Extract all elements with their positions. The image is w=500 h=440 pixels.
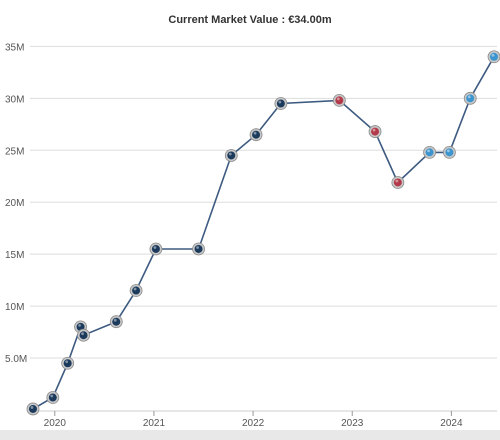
data-point[interactable]: [487, 50, 500, 64]
x-tick-label: 2023: [341, 418, 364, 429]
data-point[interactable]: [332, 94, 346, 107]
y-tick-label: 25M: [5, 146, 24, 157]
data-point[interactable]: [77, 328, 90, 342]
y-tick-label: 20M: [5, 198, 24, 209]
y-tick-label: 30M: [5, 94, 24, 105]
data-point[interactable]: [249, 128, 263, 142]
x-tick-label: 2020: [44, 418, 67, 429]
y-tick-label: 10M: [5, 302, 24, 313]
data-point[interactable]: [61, 356, 75, 370]
y-tick-label: 15M: [5, 250, 24, 261]
data-point[interactable]: [26, 402, 40, 416]
chart-title: Current Market Value : €34.00m: [168, 14, 332, 26]
data-point[interactable]: [443, 145, 456, 159]
x-tick-label: 2024: [440, 418, 463, 429]
series-line: [32, 56, 495, 410]
data-point[interactable]: [46, 391, 60, 404]
data-point[interactable]: [192, 242, 205, 256]
data-point[interactable]: [463, 91, 477, 105]
x-tick-label: 2022: [242, 418, 265, 429]
data-point[interactable]: [129, 284, 143, 297]
data-point[interactable]: [109, 315, 123, 329]
x-tick-label: 2021: [143, 418, 166, 429]
data-point[interactable]: [391, 176, 405, 189]
bottom-scroll-strip: [0, 430, 500, 440]
data-point[interactable]: [423, 145, 436, 159]
y-tick-label: 35M: [5, 42, 24, 53]
y-tick-label: 5.0M: [5, 354, 27, 365]
data-point[interactable]: [149, 242, 163, 256]
data-point[interactable]: [368, 125, 382, 138]
data-point[interactable]: [274, 97, 288, 110]
data-point[interactable]: [224, 149, 238, 162]
